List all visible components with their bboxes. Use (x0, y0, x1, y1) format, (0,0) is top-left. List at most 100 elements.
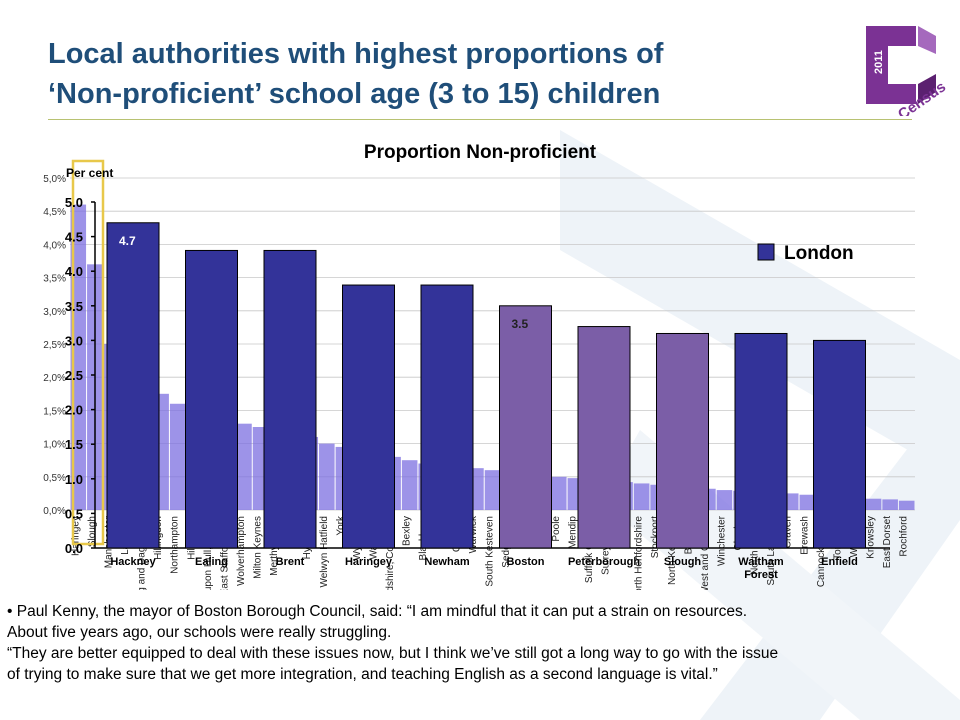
y-tick-label: 5.0 (65, 195, 83, 210)
back-category-label: Poole (551, 516, 562, 542)
y-tick-label: 0.0 (65, 541, 83, 556)
census-logo: 2011 Census (866, 26, 948, 116)
y-tick-label: 2.5 (65, 368, 83, 383)
back-bar (633, 483, 650, 510)
back-bar (898, 500, 915, 510)
back-y-tick-label: 1,0% (43, 440, 66, 451)
front-chart: Proportion Non-proficient Per cent 0.0 0.5 1… (65, 142, 890, 581)
back-y-tick-label: 3,0% (43, 307, 66, 318)
back-y-tick-label: 5,0% (43, 174, 66, 185)
x-category-label: Peterborough (568, 556, 640, 568)
back-y-tick-label: 2,5% (43, 340, 66, 351)
back-y-tick-label: 0,0% (43, 506, 66, 517)
x-category-label: Hackney (110, 556, 156, 568)
back-category-label: South Lakeland (766, 516, 777, 586)
back-bar (319, 443, 335, 510)
y-tick-label: 3.0 (65, 333, 83, 348)
back-category-label: Knowsley (866, 516, 877, 559)
bar-6 (577, 326, 631, 549)
bar-3 (342, 284, 395, 549)
back-category-label: Herefordshire, County of (385, 516, 396, 590)
back-category-label: North Hertfordshire (634, 516, 645, 590)
x-category-label: Brent (276, 556, 305, 568)
back-category-label: Craven (783, 516, 794, 548)
y-tick-label: 2.0 (65, 403, 83, 418)
back-category-label: Haringey (70, 516, 81, 556)
y-axis-label: Per cent (66, 166, 113, 180)
back-y-tick-label: 1,5% (43, 406, 66, 417)
bar-9 (813, 339, 866, 549)
x-category-label: Enfield (821, 556, 858, 568)
back-category-label: Winchester (716, 515, 727, 566)
title-line-1: Local authorities with highest proportio… (48, 38, 664, 70)
back-category-label: East Staffordshire (219, 516, 230, 590)
quote-line-3: “They are better equipped to deal with t… (7, 645, 779, 662)
back-bar (169, 403, 186, 510)
chart-title: Proportion Non-proficient (364, 142, 597, 163)
bar-5 (499, 305, 552, 549)
x-category-label: Haringey (345, 556, 393, 568)
quote-block: • Paul Kenny, the mayor of Boston Boroug… (7, 601, 952, 685)
back-bar (716, 490, 733, 510)
slide-title: Local authorities with highest proportio… (48, 34, 808, 114)
back-category-label: East Dorset (882, 516, 893, 568)
back-category-label: York (335, 515, 346, 536)
back-category-label: Cheshire West and Chester (700, 515, 711, 590)
back-bar (882, 499, 898, 510)
back-category-label: Cannock Chase (816, 516, 827, 588)
bar-2 (263, 249, 317, 549)
highlight-box (71, 159, 105, 546)
title-line-2: ‘Non-proficient’ school age (3 to 15) ch… (48, 78, 661, 110)
quote-line-1: • Paul Kenny, the mayor of Boston Boroug… (7, 603, 748, 620)
x-category-label: Boston (507, 556, 545, 568)
x-category-label: Waltham (738, 556, 784, 568)
data-label: 4.7 (119, 234, 136, 248)
y-tick-label: 3.5 (65, 299, 83, 314)
bar-1 (185, 249, 238, 549)
x-category-label: Slough (664, 556, 702, 568)
back-category-label: Wolverhampton (236, 516, 247, 586)
back-category-label: Stockport (650, 516, 661, 558)
title-divider (48, 119, 912, 120)
legend-swatch (757, 243, 775, 261)
bar-4 (420, 284, 474, 549)
back-y-tick-label: 4,0% (43, 240, 66, 251)
back-category-label: North Kesteven (667, 516, 678, 585)
census-logo-year: 2011 (873, 50, 885, 74)
back-bar (484, 470, 501, 510)
back-bar (799, 494, 816, 510)
back-bar (236, 423, 252, 510)
back-bar (550, 476, 567, 510)
back-category-label: Erewash (799, 516, 810, 555)
back-category-label: Rochford (899, 516, 910, 557)
quote-line-4: of trying to make sure that we get more … (7, 666, 718, 683)
back-category-label: Bexley (402, 516, 413, 546)
y-tick-label: 4.0 (65, 264, 83, 279)
back-bar (865, 498, 882, 510)
x-category-label: Newham (424, 556, 469, 568)
quote-line-2: About five years ago, our schools were r… (7, 624, 392, 641)
back-category-label: Slough (87, 516, 98, 547)
bar-0 (106, 222, 160, 549)
x-category-label: Ealing (195, 556, 228, 568)
back-y-tick-label: 2,0% (43, 373, 66, 384)
back-category-label: Kingston upon Hull, City of (203, 516, 214, 590)
back-category-label: Suffolk Coastal (584, 516, 595, 583)
back-category-label: Northampton (170, 516, 181, 574)
back-bar (70, 204, 87, 510)
back-y-tick-label: 3,5% (43, 274, 66, 285)
back-category-label: Mendip (567, 516, 578, 549)
back-category-label: Welwyn Hatfield (319, 516, 330, 588)
back-y-tick-label: 0,5% (43, 473, 66, 484)
back-category-label: Barking and Dagenham (137, 516, 148, 590)
back-y-tick-label: 4,5% (43, 207, 66, 218)
y-tick-label: 1.0 (65, 472, 83, 487)
legend-label: London (784, 243, 854, 264)
chart-area: 0,0% 0,5% 1,0% 1,5% 2,0% 2,5% 3,0% 3,5% 4,0% 4,5%… (43, 142, 915, 590)
y-tick-label: 4.5 (65, 230, 83, 245)
y-tick-label: 0.5 (65, 506, 83, 521)
back-bar (401, 460, 418, 510)
back-category-label: South Kesteven (485, 516, 496, 587)
data-label: 3.5 (512, 317, 529, 331)
bar-8 (734, 332, 788, 549)
